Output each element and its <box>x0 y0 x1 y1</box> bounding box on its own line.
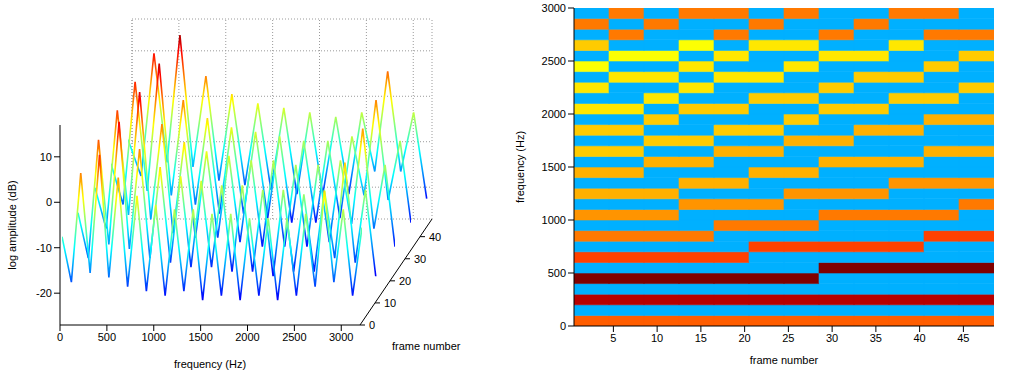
svg-text:45: 45 <box>957 332 969 344</box>
svg-text:3000: 3000 <box>542 2 566 14</box>
svg-text:20: 20 <box>399 275 411 287</box>
svg-text:10: 10 <box>384 297 396 309</box>
svg-text:30: 30 <box>826 332 838 344</box>
svg-text:2000: 2000 <box>235 331 259 343</box>
svg-text:1000: 1000 <box>542 214 566 226</box>
svg-text:0: 0 <box>46 196 52 208</box>
svg-text:frequency (Hz): frequency (Hz) <box>514 131 526 203</box>
svg-text:0: 0 <box>560 320 566 332</box>
svg-text:3000: 3000 <box>329 331 353 343</box>
svg-text:2500: 2500 <box>542 55 566 67</box>
svg-text:15: 15 <box>695 332 707 344</box>
svg-text:1500: 1500 <box>542 161 566 173</box>
svg-text:35: 35 <box>870 332 882 344</box>
svg-text:frame number: frame number <box>750 354 819 366</box>
svg-text:30: 30 <box>414 253 426 265</box>
svg-text:40: 40 <box>914 332 926 344</box>
svg-text:frame number: frame number <box>392 340 461 352</box>
svg-text:500: 500 <box>98 331 116 343</box>
svg-text:0: 0 <box>369 319 375 331</box>
svg-text:-20: -20 <box>36 287 52 299</box>
svg-text:5: 5 <box>610 332 616 344</box>
svg-text:40: 40 <box>429 231 441 243</box>
svg-text:25: 25 <box>782 332 794 344</box>
svg-text:500: 500 <box>548 267 566 279</box>
svg-text:2000: 2000 <box>542 108 566 120</box>
svg-text:10: 10 <box>40 151 52 163</box>
svg-text:frequency (Hz): frequency (Hz) <box>174 358 246 370</box>
svg-text:1000: 1000 <box>142 331 166 343</box>
svg-text:log amplitude (dB): log amplitude (dB) <box>6 180 18 269</box>
svg-text:0: 0 <box>57 331 63 343</box>
svg-text:2500: 2500 <box>282 331 306 343</box>
svg-text:10: 10 <box>651 332 663 344</box>
svg-text:20: 20 <box>739 332 751 344</box>
svg-text:1500: 1500 <box>188 331 212 343</box>
svg-text:-10: -10 <box>36 242 52 254</box>
